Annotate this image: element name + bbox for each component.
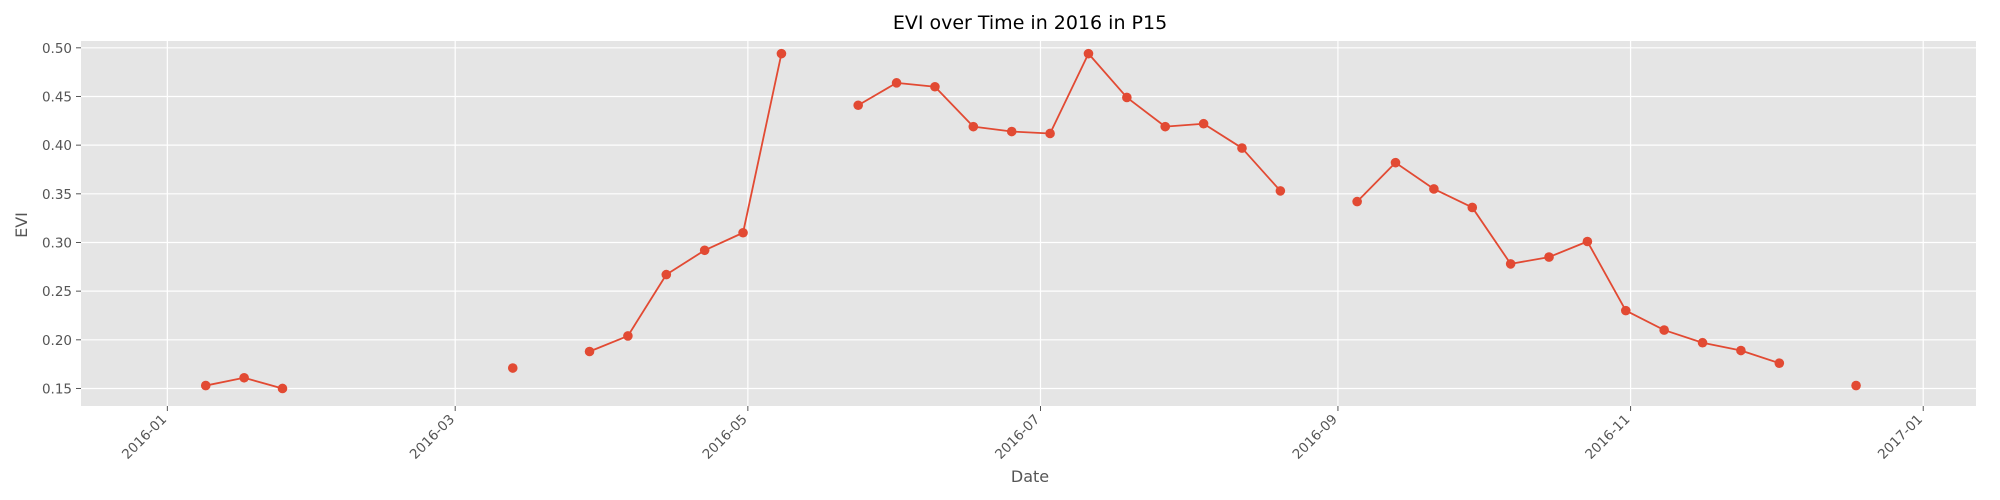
data-point — [1006, 126, 1017, 137]
data-point — [1467, 202, 1478, 213]
y-tick-label: 0.45 — [42, 89, 72, 105]
series-line-segment — [1356, 161, 1780, 365]
data-point — [1736, 345, 1746, 356]
data-point — [776, 48, 787, 59]
series-line-segment — [589, 53, 783, 353]
series-line-segment — [857, 52, 1282, 192]
data-point — [1122, 92, 1132, 103]
y-tick-label: 0.30 — [42, 235, 72, 251]
x-tick-label: 2016-07 — [992, 412, 1043, 463]
data-point — [699, 245, 710, 256]
data-point — [1582, 236, 1593, 247]
data-point — [968, 121, 979, 132]
y-tick-label: 0.35 — [42, 187, 72, 203]
x-tick-label: 2016-01 — [119, 412, 170, 463]
data-point — [891, 78, 902, 88]
series-layer — [200, 48, 1861, 394]
x-tick-label: 2016-05 — [699, 412, 750, 463]
data-point — [1352, 196, 1362, 207]
data-point — [1275, 186, 1286, 196]
data-point — [1544, 252, 1554, 262]
y-tick-label: 0.25 — [42, 284, 72, 300]
x-tick-label: 2016-03 — [407, 412, 458, 463]
x-tick-label: 2016-09 — [1290, 412, 1341, 463]
data-point — [853, 100, 863, 111]
data-point — [1045, 128, 1055, 139]
data-point — [1083, 48, 1094, 59]
data-point — [1697, 337, 1708, 348]
data-point — [1774, 358, 1785, 368]
grid — [81, 41, 1976, 406]
data-point — [661, 269, 672, 280]
data-point — [1237, 143, 1247, 153]
data-point — [1390, 157, 1401, 168]
data-point — [930, 81, 940, 92]
data-point — [507, 363, 518, 373]
plot-area — [81, 41, 1976, 406]
x-tick-label: 2016-11 — [1582, 412, 1633, 463]
x-tick-label: 2017-01 — [1875, 412, 1926, 463]
data-point — [239, 372, 249, 383]
data-point — [1620, 305, 1631, 316]
chart-title: EVI over Time in 2016 in P15 — [893, 12, 1167, 34]
y-tick-label: 0.15 — [42, 381, 72, 397]
data-point — [1851, 380, 1861, 391]
y-tick-label: 0.50 — [42, 41, 72, 57]
data-point — [1659, 325, 1669, 335]
data-point — [1429, 184, 1439, 194]
data-point — [584, 346, 595, 357]
data-point — [277, 383, 288, 394]
y-tick-label: 0.40 — [42, 138, 72, 154]
data-point — [200, 380, 211, 391]
data-point — [623, 331, 633, 341]
y-tick-label: 0.20 — [42, 333, 72, 349]
data-point — [1160, 121, 1171, 132]
y-axis-label: EVI — [12, 212, 31, 238]
data-point — [1198, 118, 1209, 129]
x-axis-label: Date — [1011, 467, 1049, 486]
data-point — [738, 227, 748, 238]
data-point — [1505, 259, 1516, 269]
